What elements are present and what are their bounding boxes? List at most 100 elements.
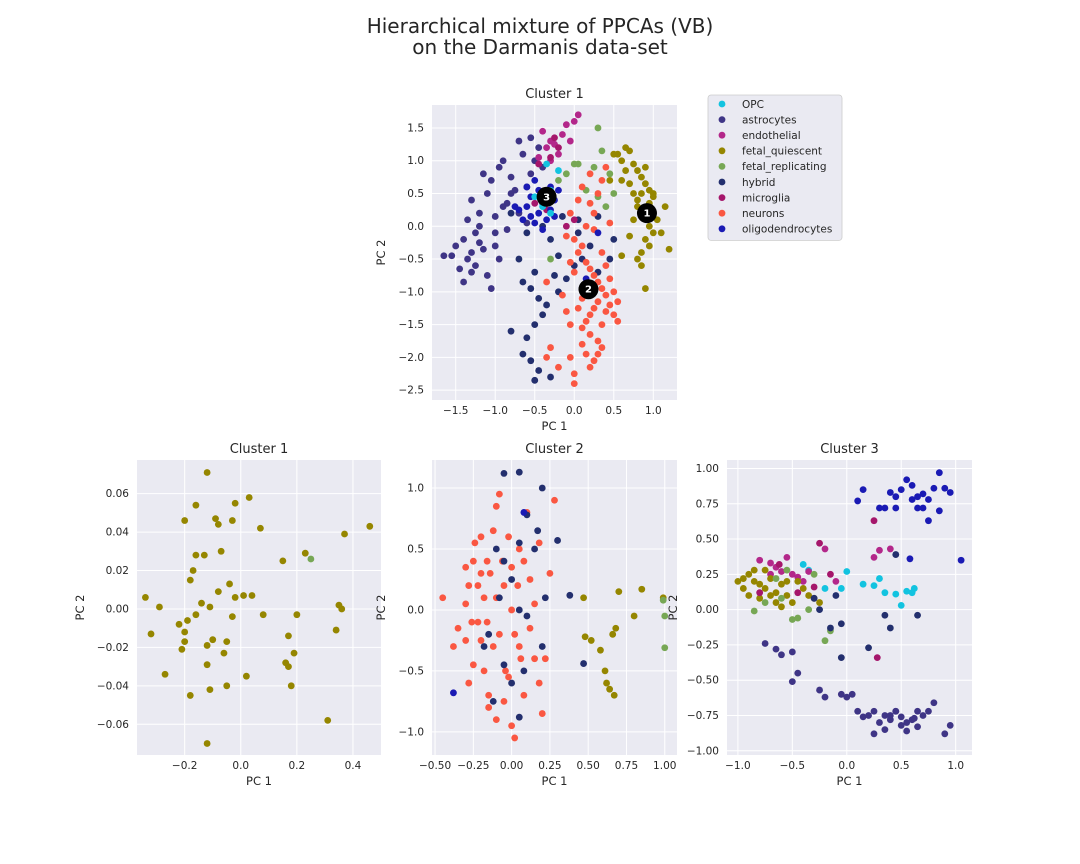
point-fetal-quiescent: [587, 637, 595, 644]
point-neurons: [543, 278, 550, 286]
point-neurons: [586, 265, 594, 273]
point-oligodendrocytes: [539, 226, 547, 233]
point-hybrid: [837, 654, 845, 662]
point-fetal-quiescent: [240, 592, 247, 599]
point-fetal-quiescent: [156, 603, 163, 611]
point-neurons: [520, 557, 528, 565]
point-fetal-quiescent: [618, 252, 626, 260]
point-fetal-quiescent: [332, 626, 340, 634]
point-astrocytes: [487, 285, 495, 292]
point-oligodendrocytes: [925, 517, 932, 525]
panel-title: Cluster 1: [525, 87, 584, 102]
point-oligodendrocytes: [946, 489, 954, 496]
x-tick-label: 0.00: [500, 760, 523, 772]
y-tick-label: 0.25: [696, 569, 719, 581]
point-hybrid: [837, 620, 845, 628]
point-fetal-quiescent: [638, 262, 645, 270]
point-fetal-quiescent: [242, 672, 250, 680]
point-fetal-quiescent: [794, 577, 802, 585]
point-astrocytes: [941, 730, 949, 738]
point-fetal-quiescent: [609, 630, 617, 638]
point-neurons: [547, 344, 554, 351]
y-tick-label: 1.0: [407, 155, 424, 167]
point-fetal-quiescent: [290, 649, 298, 657]
point-astrocytes: [859, 713, 867, 721]
scatter-panels: −1.5 −1.0 −0.5 0.0 0.5 1.01.51.00.50.0−0.5−1.…: [73, 87, 972, 788]
point-astrocytes: [464, 255, 471, 263]
point-astrocytes: [919, 712, 927, 719]
point-neurons: [598, 285, 606, 292]
legend-marker: [718, 225, 726, 233]
point-fetal-quiescent: [612, 624, 620, 632]
point-fetal-quiescent: [223, 682, 231, 690]
point-microglia: [562, 222, 570, 230]
point-fetal-quiescent: [756, 594, 764, 602]
y-tick-label: −1.5: [399, 319, 425, 331]
x-tick-label: −0.2: [172, 760, 198, 772]
point-oligodendrocytes: [908, 482, 916, 489]
point-oligodendrocytes: [919, 490, 927, 498]
x-axis-label: PC 1: [837, 774, 863, 788]
point-astrocytes: [503, 226, 511, 233]
point-fetal-replicating: [783, 566, 791, 574]
point-hybrid: [523, 612, 531, 620]
point-astrocytes: [865, 712, 872, 719]
point-hybrid: [485, 630, 493, 638]
point-endothelial: [799, 577, 807, 585]
point-hybrid: [865, 644, 872, 652]
point-hybrid: [527, 285, 535, 292]
point-fetal-quiescent: [630, 612, 638, 620]
legend-marker: [718, 147, 726, 155]
point-neurons: [566, 321, 574, 329]
point-hybrid: [500, 661, 508, 669]
point-astrocytes: [479, 170, 487, 178]
point-neurons: [505, 533, 512, 541]
point-hybrid: [515, 606, 523, 614]
point-opc: [543, 160, 550, 168]
panel-2: −0.2 0.0 0.2 0.4 0.06 0.04 0.02 0.00 −0.02 −0.04 −…: [73, 442, 381, 788]
point-neurons: [598, 249, 606, 256]
point-hybrid: [535, 367, 543, 374]
x-tick-label: 0.4: [345, 760, 362, 772]
point-neurons: [582, 222, 590, 230]
point-fetal-quiescent: [630, 190, 637, 197]
point-fetal-quiescent: [641, 163, 649, 171]
point-neurons: [465, 679, 473, 687]
point-hybrid: [535, 294, 543, 302]
point-neurons: [495, 630, 503, 638]
legend-label: microglia: [742, 192, 790, 204]
point-neurons: [500, 697, 508, 705]
point-endothelial: [559, 131, 566, 138]
point-endothelial: [562, 121, 570, 129]
legend-label: fetal_quiescent: [742, 146, 822, 158]
point-fetal-quiescent: [739, 575, 747, 582]
point-hybrid: [555, 252, 562, 260]
point-fetal-quiescent: [638, 585, 646, 593]
point-neurons: [465, 582, 473, 589]
point-neurons: [606, 275, 614, 283]
point-fetal-replicating: [307, 555, 315, 563]
point-oligodendrocytes: [957, 556, 965, 564]
point-neurons: [477, 533, 485, 541]
point-hybrid: [892, 551, 900, 558]
point-neurons: [511, 734, 519, 742]
point-neurons: [471, 539, 479, 547]
point-endothelial: [756, 556, 764, 564]
point-neurons: [450, 643, 457, 650]
point-neurons: [578, 183, 586, 191]
point-neurons: [469, 557, 477, 565]
point-astrocytes: [778, 651, 785, 659]
point-fetal-quiescent: [750, 566, 758, 574]
point-fetal-quiescent: [257, 524, 264, 532]
point-astrocytes: [772, 645, 780, 653]
point-oligodendrocytes: [523, 203, 531, 211]
point-fetal-quiescent: [324, 717, 332, 724]
point-astrocytes: [816, 686, 823, 694]
point-neurons: [582, 317, 590, 325]
point-neurons: [468, 618, 476, 626]
point-neurons: [578, 242, 586, 250]
point-fetal-quiescent: [279, 557, 287, 565]
cluster-center-marker: [636, 203, 657, 224]
point-astrocytes: [794, 669, 802, 677]
point-endothelial: [805, 568, 813, 575]
